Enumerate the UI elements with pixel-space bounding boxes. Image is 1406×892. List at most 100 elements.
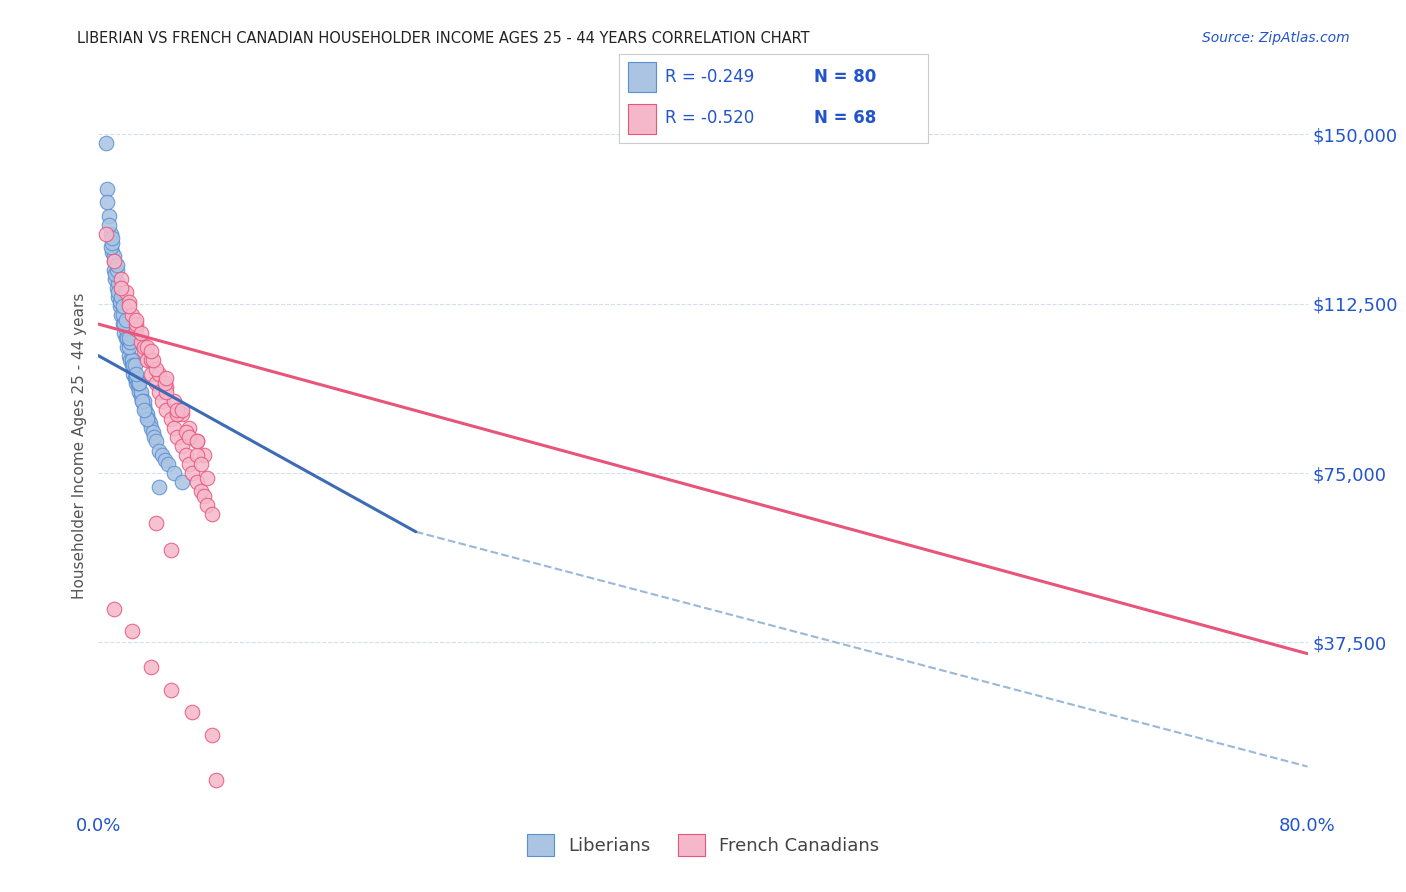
Point [148, 480, 170, 494]
Point [128, 376, 150, 390]
Point [101, 231, 124, 245]
Point [110, 290, 132, 304]
Point [103, 249, 125, 263]
Point [125, 371, 148, 385]
Text: LIBERIAN VS FRENCH CANADIAN HOUSEHOLDER INCOME AGES 25 - 44 YEARS CORRELATION CH: LIBERIAN VS FRENCH CANADIAN HOUSEHOLDER … [77, 31, 810, 46]
Point [124, 371, 146, 385]
Point [205, 773, 228, 788]
Point [122, 358, 145, 372]
Point [129, 326, 152, 340]
Point [170, 403, 193, 417]
Point [118, 331, 141, 345]
Point [96, 195, 118, 210]
Point [108, 299, 131, 313]
Point [120, 353, 142, 368]
Point [153, 452, 176, 467]
Point [131, 393, 153, 408]
Point [120, 335, 142, 350]
Point [125, 367, 148, 381]
Point [135, 408, 157, 422]
Point [156, 457, 179, 471]
Point [155, 384, 177, 399]
Point [121, 353, 143, 368]
Point [142, 353, 165, 368]
Point [114, 321, 136, 335]
Point [190, 484, 212, 499]
Point [193, 489, 215, 503]
Point [166, 430, 188, 444]
Text: R = -0.520: R = -0.520 [665, 109, 754, 128]
Point [118, 335, 141, 350]
Point [132, 403, 155, 417]
Point [125, 376, 148, 390]
Bar [628, 104, 655, 134]
Point [107, 285, 129, 300]
Point [139, 417, 162, 431]
Point [195, 498, 218, 512]
Point [141, 367, 163, 381]
Legend: Liberians, French Canadians: Liberians, French Canadians [517, 825, 889, 865]
Point [201, 507, 224, 521]
Point [163, 421, 186, 435]
Point [148, 443, 170, 458]
Point [160, 682, 183, 697]
Point [141, 344, 163, 359]
Point [128, 384, 150, 399]
Point [186, 434, 208, 449]
Point [148, 367, 170, 381]
Point [103, 601, 125, 615]
Point [96, 181, 118, 195]
Point [114, 331, 136, 345]
Point [145, 362, 167, 376]
Point [195, 470, 218, 484]
Point [94, 136, 117, 151]
Point [112, 317, 135, 331]
Point [118, 340, 141, 354]
Point [110, 272, 132, 286]
Point [115, 331, 138, 345]
Point [186, 448, 208, 462]
Point [125, 371, 148, 385]
Point [179, 457, 201, 471]
Point [118, 299, 141, 313]
Point [110, 294, 132, 309]
Point [150, 448, 173, 462]
Point [155, 403, 177, 417]
Point [94, 227, 117, 241]
Point [186, 434, 208, 449]
Point [105, 281, 128, 295]
Point [170, 475, 193, 489]
Point [186, 475, 208, 489]
Point [111, 317, 134, 331]
Point [142, 425, 165, 440]
Point [129, 384, 152, 399]
Point [131, 393, 153, 408]
Text: R = -0.249: R = -0.249 [665, 68, 754, 87]
Point [101, 244, 124, 259]
Point [166, 403, 188, 417]
Point [110, 308, 132, 322]
Text: Source: ZipAtlas.com: Source: ZipAtlas.com [1202, 31, 1350, 45]
Point [153, 376, 176, 390]
Point [150, 393, 173, 408]
Point [163, 466, 186, 480]
Point [174, 448, 197, 462]
Point [145, 516, 167, 530]
Point [108, 294, 131, 309]
Point [114, 285, 136, 300]
Point [148, 384, 170, 399]
Point [129, 389, 152, 403]
Point [115, 340, 138, 354]
Point [124, 358, 146, 372]
Point [100, 240, 122, 254]
Point [160, 412, 183, 426]
Point [145, 434, 167, 449]
Point [107, 277, 129, 291]
Point [179, 430, 201, 444]
Point [170, 439, 193, 453]
Point [132, 398, 155, 412]
Point [118, 294, 141, 309]
Point [127, 376, 149, 390]
Point [193, 448, 215, 462]
Point [170, 408, 193, 422]
